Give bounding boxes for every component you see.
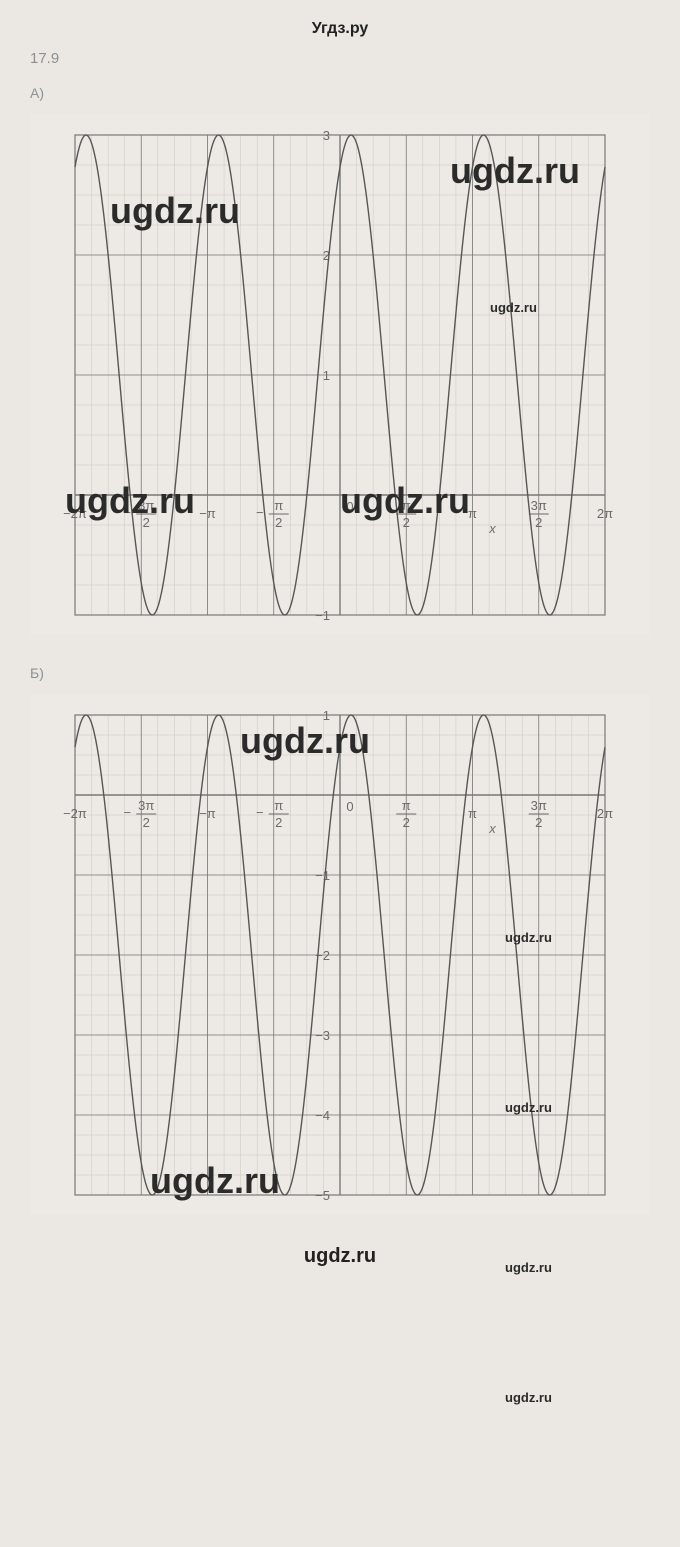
svg-text:−: − <box>123 505 131 520</box>
svg-text:π: π <box>402 498 411 513</box>
svg-text:1: 1 <box>323 368 330 383</box>
svg-text:2: 2 <box>143 515 150 530</box>
svg-text:π: π <box>468 506 477 521</box>
svg-text:2: 2 <box>275 515 282 530</box>
problem-number: 17.9 <box>30 50 650 67</box>
page-root: Угдз.ру 17.9 А) −2π−3π2−π−π20π2π3π22π−11… <box>0 0 680 1288</box>
svg-text:3: 3 <box>323 128 330 143</box>
svg-text:−1: −1 <box>315 608 330 623</box>
svg-text:−1: −1 <box>315 868 330 883</box>
svg-text:−: − <box>256 805 264 820</box>
svg-text:π: π <box>274 798 283 813</box>
svg-text:0: 0 <box>346 799 353 814</box>
footer-watermark: ugdz.ru <box>30 1245 650 1268</box>
svg-text:0: 0 <box>346 499 353 514</box>
svg-text:−π: −π <box>199 506 216 521</box>
chart-b: −2π−3π2−π−π20π2π3π22π−5−4−3−2−11x <box>45 695 635 1215</box>
subpart-b-label: Б) <box>30 665 650 681</box>
svg-text:3π: 3π <box>531 798 547 813</box>
svg-text:2: 2 <box>535 515 542 530</box>
svg-text:−2π: −2π <box>63 806 87 821</box>
svg-text:−3: −3 <box>315 1028 330 1043</box>
svg-text:2: 2 <box>275 815 282 830</box>
svg-text:x: x <box>488 821 496 836</box>
svg-text:π: π <box>402 798 411 813</box>
svg-text:−: − <box>123 805 131 820</box>
svg-text:2π: 2π <box>597 806 613 821</box>
svg-text:3π: 3π <box>138 798 154 813</box>
subpart-a-label: А) <box>30 85 650 101</box>
svg-text:3π: 3π <box>531 498 547 513</box>
svg-text:π: π <box>274 498 283 513</box>
svg-text:−2π: −2π <box>63 506 87 521</box>
svg-text:2: 2 <box>143 815 150 830</box>
site-header: Угдз.ру <box>30 20 650 38</box>
svg-text:2π: 2π <box>597 506 613 521</box>
chart-b-container: −2π−3π2−π−π20π2π3π22π−5−4−3−2−11x <box>30 695 650 1215</box>
svg-text:2: 2 <box>403 515 410 530</box>
svg-text:π: π <box>468 806 477 821</box>
svg-text:3π: 3π <box>138 498 154 513</box>
chart-a-container: −2π−3π2−π−π20π2π3π22π−1123x <box>30 115 650 635</box>
svg-text:2: 2 <box>535 815 542 830</box>
svg-text:−: − <box>256 505 264 520</box>
svg-text:x: x <box>488 521 496 536</box>
watermark-text: ugdz.ru <box>505 1390 552 1405</box>
chart-a: −2π−3π2−π−π20π2π3π22π−1123x <box>45 115 635 635</box>
svg-text:2: 2 <box>403 815 410 830</box>
svg-text:−5: −5 <box>315 1188 330 1203</box>
svg-text:1: 1 <box>323 708 330 723</box>
svg-text:−π: −π <box>199 806 216 821</box>
svg-text:−4: −4 <box>315 1108 330 1123</box>
